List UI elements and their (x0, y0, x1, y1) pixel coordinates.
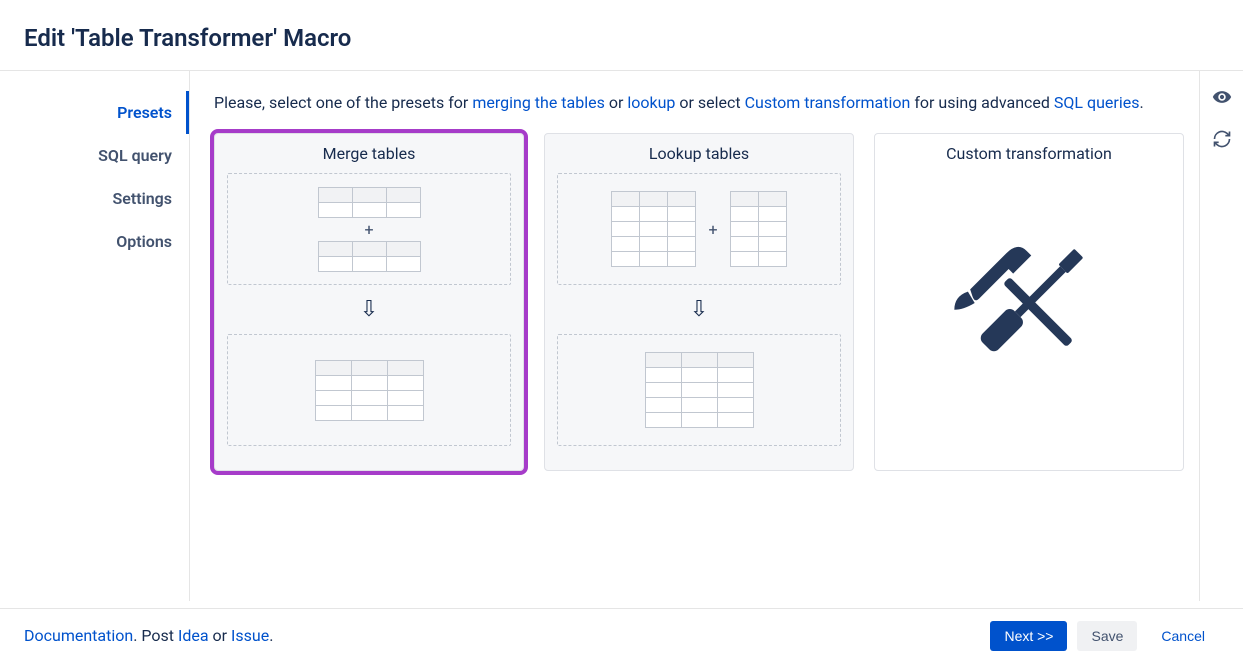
sidebar-item-presets[interactable]: Presets (0, 91, 189, 134)
cancel-button[interactable]: Cancel (1147, 621, 1219, 651)
output-box (227, 334, 511, 446)
link-sql[interactable]: SQL queries (1054, 93, 1140, 112)
refresh-icon[interactable] (1212, 129, 1232, 153)
mini-table (318, 241, 421, 272)
eye-icon[interactable] (1212, 87, 1232, 111)
txt: for using advanced (910, 93, 1054, 112)
mini-table (315, 360, 424, 421)
link-lookup[interactable]: lookup (627, 93, 675, 112)
link-documentation[interactable]: Documentation (24, 626, 133, 645)
arrow-down-icon: ⇩ (690, 297, 708, 322)
save-button[interactable]: Save (1077, 621, 1137, 651)
mini-table (611, 191, 696, 267)
link-merging[interactable]: merging the tables (472, 93, 605, 112)
card-body: + ⇩ (227, 173, 511, 456)
sidebar-item-sql-query[interactable]: SQL query (0, 134, 189, 177)
input-box: + (227, 173, 511, 285)
card-title: Custom transformation (946, 144, 1112, 163)
card-body (887, 173, 1171, 456)
preset-cards: Merge tables + ⇩ Lookup tables (214, 133, 1219, 471)
dialog-footer: Documentation. Post Idea or Issue. Next … (0, 608, 1243, 662)
sidebar-item-settings[interactable]: Settings (0, 177, 189, 220)
output-box (557, 334, 841, 446)
txt: or select (675, 93, 744, 112)
sidebar-label: Presets (117, 103, 172, 122)
side-toolbar (1199, 71, 1243, 601)
input-box: + (557, 173, 841, 285)
mini-table (645, 352, 754, 428)
card-custom-transformation[interactable]: Custom transformation (874, 133, 1184, 471)
txt: or (605, 93, 627, 112)
footer-right: Next >> Save Cancel (990, 621, 1219, 651)
card-merge-tables[interactable]: Merge tables + ⇩ (214, 133, 524, 471)
content: Please, select one of the presets for me… (190, 71, 1243, 601)
dialog-header: Edit 'Table Transformer' Macro (0, 0, 1243, 71)
link-idea[interactable]: Idea (178, 626, 209, 645)
card-title: Merge tables (323, 144, 416, 163)
dialog-title: Edit 'Table Transformer' Macro (24, 24, 1219, 52)
txt: Please, select one of the presets for (214, 93, 472, 112)
card-title: Lookup tables (649, 144, 749, 163)
sidebar: Presets SQL query Settings Options (0, 71, 190, 601)
mini-table (318, 187, 421, 218)
instruction-text: Please, select one of the presets for me… (214, 91, 1219, 115)
plus-icon: + (364, 220, 373, 239)
footer-left: Documentation. Post Idea or Issue. (24, 626, 990, 645)
arrow-down-icon: ⇩ (360, 297, 378, 322)
txt: . (269, 626, 273, 645)
txt: . (1139, 93, 1143, 112)
main-area: Presets SQL query Settings Options Pleas… (0, 71, 1243, 601)
card-body: + ⇩ (557, 173, 841, 456)
link-issue[interactable]: Issue (231, 626, 269, 645)
tools-icon (949, 223, 1109, 383)
txt: or (209, 626, 231, 645)
txt: . Post (133, 626, 178, 645)
sidebar-label: SQL query (98, 146, 172, 165)
sidebar-label: Options (116, 232, 172, 251)
mini-table (730, 191, 787, 267)
next-button[interactable]: Next >> (990, 621, 1067, 651)
plus-icon: + (708, 220, 717, 239)
sidebar-label: Settings (112, 189, 172, 208)
row-tables: + (611, 191, 786, 267)
sidebar-item-options[interactable]: Options (0, 220, 189, 263)
card-lookup-tables[interactable]: Lookup tables + ⇩ (544, 133, 854, 471)
link-custom[interactable]: Custom transformation (745, 93, 911, 112)
